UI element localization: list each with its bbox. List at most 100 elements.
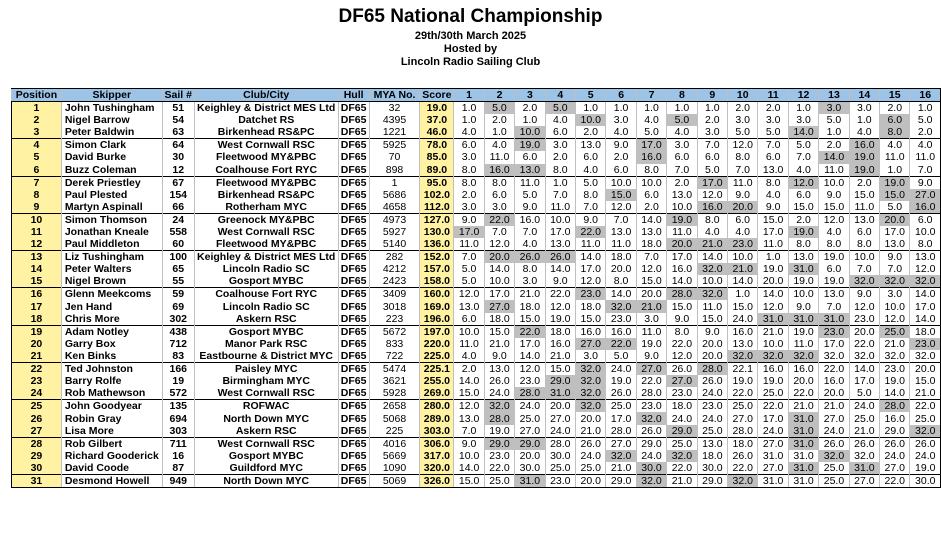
race-result-cell: 24.0 [879, 449, 910, 462]
race-result-cell: 14.0 [605, 287, 637, 301]
race-result-cell: 13.0 [544, 238, 576, 251]
score-cell: 269.0 [419, 387, 454, 400]
race-result-cell: 30.0 [909, 473, 941, 488]
mya-number-cell: 4658 [368, 200, 420, 214]
race-result-cell: 28.0 [879, 399, 910, 413]
race-result-cell: 26.0 [879, 436, 910, 450]
race-result-cell: 16.0 [787, 362, 819, 376]
race-result-cell: 17.0 [483, 287, 515, 301]
score-cell: 225.0 [419, 350, 454, 363]
mya-number-cell: 2658 [368, 399, 420, 413]
hull-cell: DF65 [337, 424, 370, 438]
race-result-cell: 31.0 [787, 412, 819, 425]
position-cell: 3 [11, 126, 62, 139]
race-result-cell: 1.0 [787, 101, 819, 114]
race-result-cell: 15.0 [514, 312, 546, 326]
race-result-cell: 32.0 [635, 412, 667, 425]
hull-cell: DF65 [337, 337, 370, 351]
position-cell: 7 [11, 175, 62, 189]
club-cell: Gosport MYBC [193, 275, 339, 288]
race-result-cell: 31.0 [787, 461, 819, 475]
race-result-cell: 3.0 [605, 114, 637, 127]
race-result-cell: 6.0 [696, 151, 728, 164]
club-cell: Greenock MY&PBC [193, 212, 339, 226]
club-cell: Coalhouse Fort RYC [193, 287, 339, 301]
column-header: Club/City [193, 88, 339, 102]
race-result-cell: 20.0 [879, 212, 910, 226]
race-result-cell: 17.0 [879, 225, 910, 239]
race-result-cell: 14.0 [696, 250, 728, 264]
club-cell: Datchet RS [193, 114, 339, 127]
race-result-cell: 6.0 [787, 188, 819, 201]
mya-number-cell: 5925 [368, 138, 420, 152]
column-header: 11 [757, 88, 789, 102]
race-result-cell: 1.0 [848, 114, 880, 127]
sail-number-cell: 66 [161, 200, 195, 214]
sail-number-cell: 59 [161, 287, 195, 301]
score-cell: 320.0 [419, 461, 454, 475]
race-result-cell: 3.0 [848, 101, 880, 114]
race-result-cell: 12.0 [696, 188, 728, 201]
race-result-cell: 32.0 [818, 449, 850, 462]
race-result-cell: 22.0 [727, 461, 758, 475]
mya-number-cell: 5068 [368, 412, 420, 425]
table-row: 8 Paul Plested 154 Birkenhead RS&PC DF65 5686… [11, 188, 941, 201]
race-result-cell: 12.0 [514, 362, 546, 376]
race-result-cell: 24.0 [514, 399, 546, 413]
race-result-cell: 1.0 [483, 126, 515, 139]
race-result-cell: 4.0 [514, 238, 546, 251]
race-result-cell: 11.0 [696, 300, 728, 313]
sail-number-cell: 302 [161, 312, 195, 326]
position-cell: 23 [11, 375, 62, 388]
mya-number-cell: 5672 [368, 324, 420, 338]
race-result-cell: 25.0 [514, 412, 546, 425]
score-cell: 85.0 [419, 151, 454, 164]
column-header: 6 [605, 88, 637, 102]
race-result-cell: 24.0 [574, 449, 606, 462]
race-result-cell: 6.0 [909, 212, 941, 226]
table-row: 9 Martyn Aspinall 66 Rotherham MYC DF65 4658 1… [11, 200, 941, 214]
score-cell: 112.0 [419, 200, 454, 214]
race-result-cell: 3.0 [453, 200, 485, 214]
skipper-cell: Peter Baldwin [60, 126, 163, 139]
position-cell: 19 [11, 324, 62, 338]
race-result-cell: 29.0 [514, 436, 546, 450]
skipper-cell: Robin Gray [60, 412, 163, 425]
race-result-cell: 10.0 [453, 324, 485, 338]
race-result-cell: 21.0 [696, 238, 728, 251]
race-result-cell: 10.0 [483, 275, 515, 288]
race-result-cell: 6.0 [605, 163, 637, 177]
race-result-cell: 25.0 [574, 461, 606, 475]
race-result-cell: 25.0 [818, 461, 850, 475]
race-result-cell: 19.0 [605, 375, 637, 388]
club-cell: Paisley MYC [193, 362, 339, 376]
race-result-cell: 21.0 [909, 387, 941, 400]
race-result-cell: 19.0 [757, 375, 789, 388]
club-cell: Coalhouse Fort RYC [193, 163, 339, 177]
race-result-cell: 24.0 [483, 387, 515, 400]
race-result-cell: 9.0 [666, 312, 698, 326]
position-cell: 20 [11, 337, 62, 351]
race-result-cell: 28.0 [635, 387, 667, 400]
mya-number-cell: 1 [368, 175, 420, 189]
race-result-cell: 27.0 [574, 337, 606, 351]
skipper-cell: David Coode [60, 461, 163, 475]
race-result-cell: 30.0 [696, 461, 728, 475]
mya-number-cell: 225 [368, 424, 420, 438]
race-result-cell: 8.0 [514, 263, 546, 276]
race-result-cell: 13.0 [757, 163, 789, 177]
sail-number-cell: 100 [161, 250, 195, 264]
race-result-cell: 32.0 [605, 449, 637, 462]
race-result-cell: 26.0 [727, 449, 758, 462]
race-result-cell: 21.0 [879, 337, 910, 351]
skipper-cell: Nigel Brown [60, 275, 163, 288]
sail-number-cell: 154 [161, 188, 195, 201]
race-result-cell: 22.0 [635, 375, 667, 388]
table-row: 23 Barry Rolfe 19 Birmingham MYC DF65 3621 255… [11, 375, 941, 388]
race-result-cell: 18.0 [483, 312, 515, 326]
mya-number-cell: 5669 [368, 449, 420, 462]
club-cell: Eastbourne & District MYC [193, 350, 339, 363]
race-result-cell: 32.0 [848, 449, 880, 462]
skipper-cell: Liz Tushingham [60, 250, 163, 264]
club-cell: West Cornwall RSC [193, 436, 339, 450]
